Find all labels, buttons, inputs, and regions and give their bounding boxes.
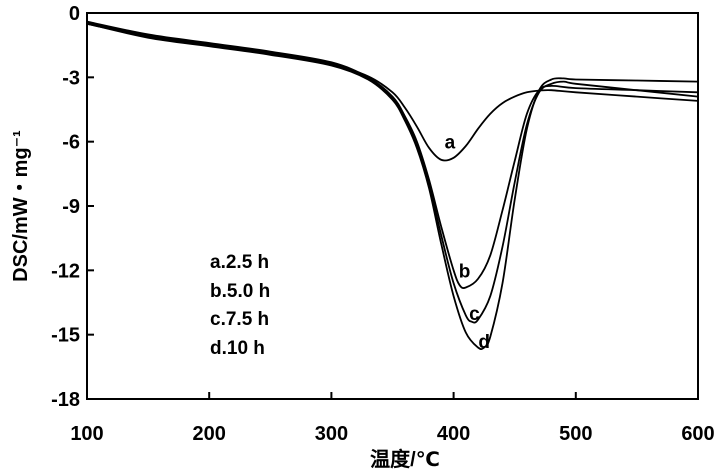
legend: a.2.5 h b.5.0 h c.7.5 h d.10 h [210, 252, 270, 359]
series-label-c: c [469, 304, 480, 325]
series-line-d [86, 22, 699, 351]
legend-entry-b: b.5.0 h [210, 281, 270, 302]
legend-entry-a: a.2.5 h [210, 252, 269, 273]
legend-entry-c: c.7.5 h [210, 309, 269, 330]
series-label-a: a [445, 133, 456, 154]
y-tick-label: -18 [51, 389, 80, 411]
x-tick-label: 100 [70, 423, 103, 445]
series-group: a b cd [86, 20, 699, 353]
y-tick-label: -9 [62, 196, 80, 218]
y-tick-label: 0 [69, 3, 80, 25]
x-axis-title: 温度/℃ [370, 447, 440, 471]
x-tick-label: 500 [559, 423, 592, 445]
x-tick-label: 600 [681, 423, 714, 445]
x-axis-ticks: 100 200 300 400 500 600 [70, 392, 715, 445]
series-line-a [86, 22, 699, 162]
plot-frame [86, 12, 699, 400]
y-tick-label: -6 [62, 132, 80, 154]
x-tick-label: 200 [193, 423, 226, 445]
series-label-b: b [459, 261, 471, 282]
y-axis-title: DSC/mW・mg⁻¹ [10, 130, 32, 282]
series-line-c [86, 21, 699, 324]
x-tick-label: 300 [315, 423, 348, 445]
x-tick-label: 400 [437, 423, 470, 445]
y-axis-ticks: 0 -3 -6 -9 -12 -15 -18 [51, 3, 94, 411]
series-line-b [86, 20, 699, 289]
y-tick-label: -3 [62, 67, 80, 89]
series-label-d: d [478, 332, 490, 353]
y-tick-label: -15 [51, 325, 80, 347]
legend-entry-d: d.10 h [210, 338, 265, 359]
y-tick-label: -12 [51, 260, 80, 282]
